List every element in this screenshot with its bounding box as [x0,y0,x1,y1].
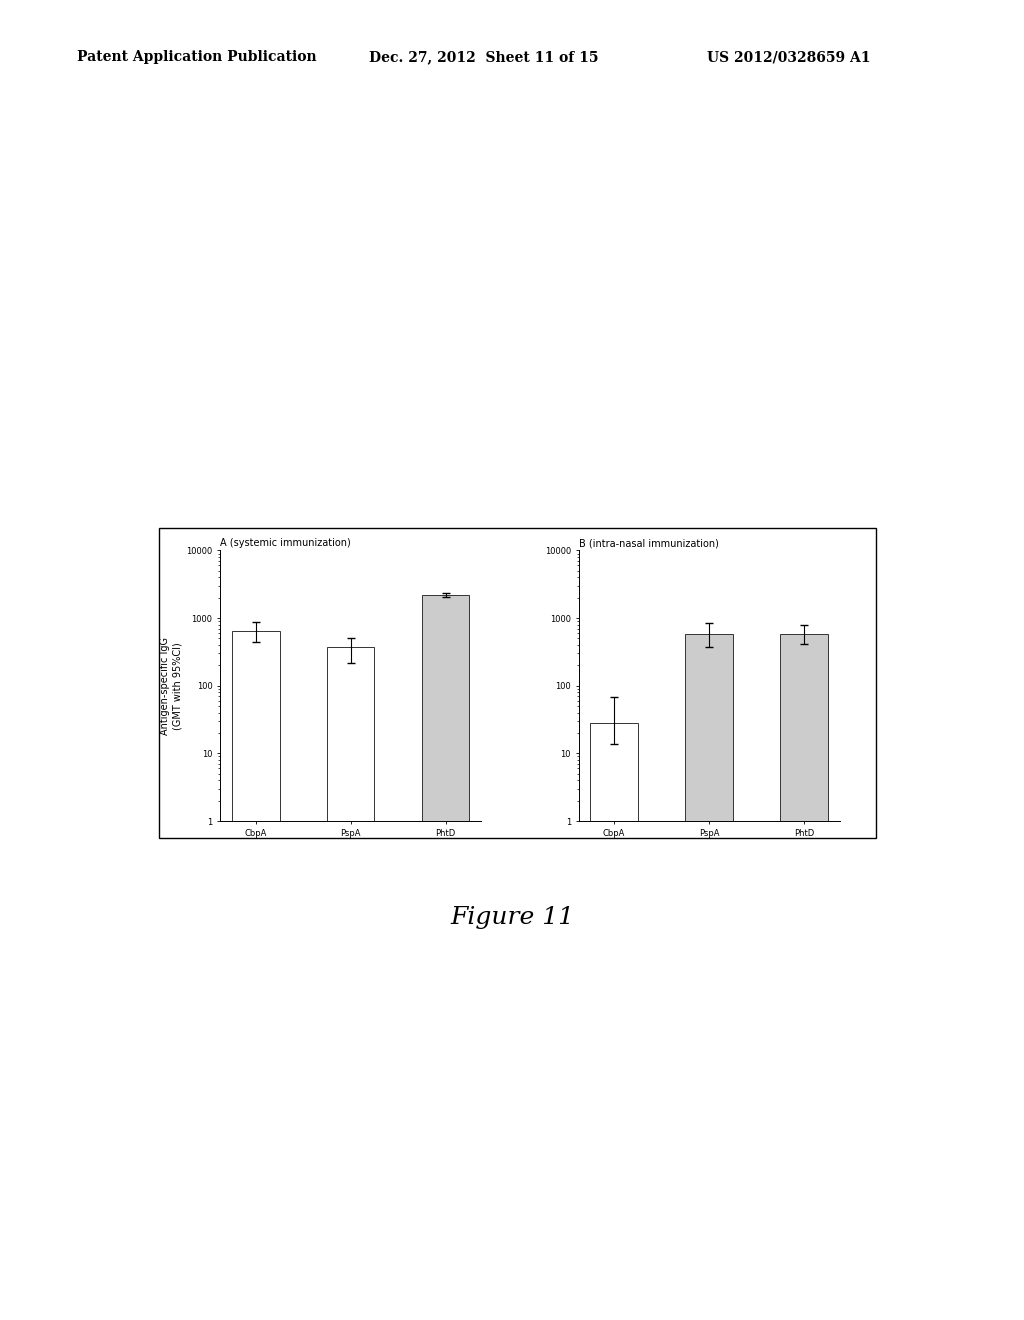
Text: Figure 11: Figure 11 [450,906,574,929]
Text: A (systemic immunization): A (systemic immunization) [220,539,351,548]
Text: Dec. 27, 2012  Sheet 11 of 15: Dec. 27, 2012 Sheet 11 of 15 [369,50,598,65]
Y-axis label: Antigen-specific IgG
(GMT with 95%CI): Antigen-specific IgG (GMT with 95%CI) [160,636,182,735]
Text: Patent Application Publication: Patent Application Publication [77,50,316,65]
Bar [422,595,469,1320]
Bar [780,634,827,1320]
Bar [327,647,375,1320]
Text: US 2012/0328659 A1: US 2012/0328659 A1 [707,50,870,65]
Bar [591,723,638,1320]
Text: B (intra-nasal immunization): B (intra-nasal immunization) [579,539,719,548]
Bar [232,631,280,1320]
Bar [685,634,733,1320]
